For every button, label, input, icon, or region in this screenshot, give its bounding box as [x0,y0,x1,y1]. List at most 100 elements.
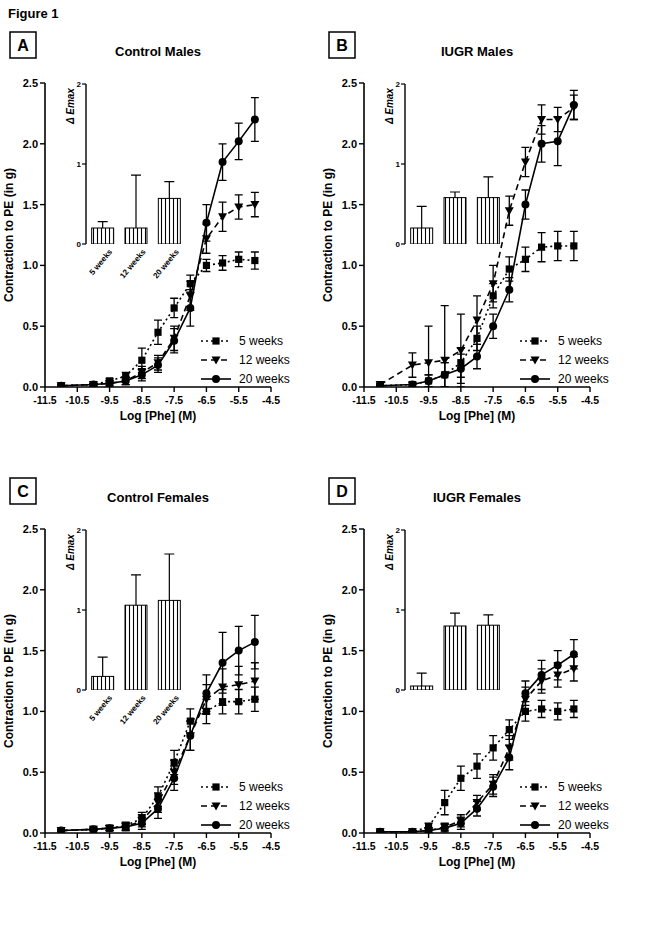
x-tick [141,387,142,392]
panel-letter: D [336,483,348,500]
point-marker [473,353,481,361]
series-line [380,709,574,832]
inset: 012Δ Emax5 weeks12 weeks20 weeks [65,80,181,280]
x-tick [363,387,364,392]
x-tick-label: -7.5 [484,840,502,852]
inset-y-tick [401,243,405,244]
inset-y-tick [82,243,86,244]
point-marker [105,825,114,833]
inset-y-tick [82,609,86,610]
error-bar [457,766,465,790]
point-marker [57,827,66,833]
y-axis-label: Contraction to PE (in g) [2,614,16,748]
error-bar [554,231,562,260]
error-bar [219,256,227,271]
point-marker [531,375,539,383]
point-marker [376,382,384,387]
x-tick-label: -8.5 [133,840,151,852]
point-marker [202,219,210,227]
error-bar [538,660,546,689]
x-tick [173,833,174,838]
inset-y-tick-label: 0 [396,686,401,695]
inset-error-bar [417,206,427,228]
inset-y-tick [401,689,405,690]
inset-bar [92,228,114,244]
inset-y-tick-label: 1 [396,160,401,169]
inset-y-tick [82,529,86,530]
error-bar [251,192,259,216]
error-bar [251,252,259,269]
point-marker [219,659,227,667]
y-tick [359,265,364,266]
x-tick [363,833,364,838]
error-bar [473,801,481,816]
point-marker [376,828,385,833]
inset-error-bar [417,673,427,686]
point-marker [538,140,546,148]
inset-error-bar [450,613,460,626]
point-marker [554,242,561,249]
inset-data-group [411,177,500,244]
y-tick-label: 2.0 [342,584,357,596]
point-marker [554,137,562,145]
point-marker [219,158,227,166]
inset-y-tick [401,609,405,610]
point-marker [154,805,162,813]
x-axis [45,386,271,388]
point-marker [441,799,448,806]
inset-y-tick-label: 0 [396,240,401,249]
point-marker [154,329,161,336]
y-tick [40,265,45,266]
point-marker [90,826,97,833]
series-line [61,681,255,831]
x-tick [460,387,461,392]
inset-y-label: Δ Emax [65,534,76,571]
error-bar [521,190,529,219]
point-marker [489,280,498,288]
x-axis-label: Log [Phe] (M) [439,409,516,423]
error-bar [170,766,178,790]
point-marker [457,365,465,373]
point-marker [250,678,259,686]
point-marker [171,304,178,311]
x-tick [109,833,110,838]
point-marker [212,821,220,829]
y-tick [359,386,364,387]
error-bar [521,147,529,176]
point-marker [538,671,546,679]
inset-y-tick [401,83,405,84]
inset-bar [477,198,499,244]
error-bar [425,375,433,387]
point-marker [425,377,433,385]
error-bar [251,615,259,669]
x-axis-label: Log [Phe] (M) [120,855,197,869]
error-bar [521,247,529,271]
point-marker [538,705,545,712]
point-marker [440,823,449,831]
error-bar [473,344,481,368]
x-tick [525,387,526,392]
x-tick-label: -10.5 [384,394,408,406]
x-tick-label: -8.5 [452,840,470,852]
inset-bar [444,626,466,690]
error-bar [457,354,465,383]
inset-y-tick-label: 2 [77,526,82,535]
panel-letter: B [336,37,348,54]
error-bar [538,233,546,262]
point-marker [457,819,465,827]
error-bar [441,790,449,814]
inset-y-tick-label: 0 [77,686,82,695]
inset-bar [125,605,147,690]
point-marker [186,732,194,740]
x-tick-label: -11.5 [352,840,376,852]
y-axis-label: Contraction to PE (in g) [321,614,335,748]
error-bar [251,98,259,142]
error-bar [122,823,130,830]
x-tick-label: -4.5 [262,840,280,852]
x-tick-label: -4.5 [581,840,599,852]
point-marker [376,381,385,387]
point-marker [408,381,416,387]
error-bar [219,202,227,231]
y-tick-label: 0.0 [23,381,38,393]
point-marker [121,823,130,831]
